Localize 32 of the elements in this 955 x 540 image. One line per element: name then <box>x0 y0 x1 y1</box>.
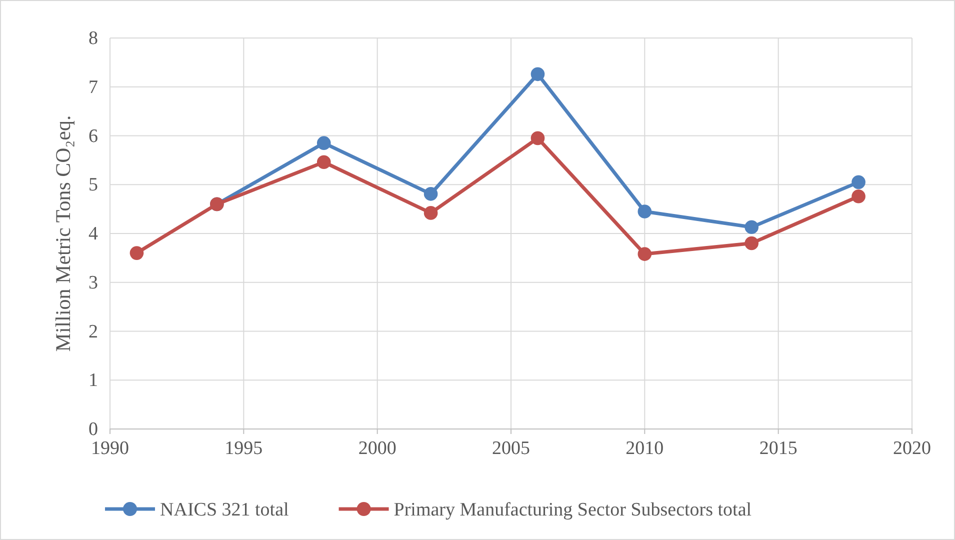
x-tick-label: 1995 <box>224 438 263 460</box>
y-tick-label: 1 <box>88 370 98 392</box>
point <box>316 136 331 150</box>
legend-label: Primary Manufacturing Sector Subsectors total <box>394 500 752 521</box>
y-axis-title: Million Metric Tons CO₂eq. <box>51 115 75 352</box>
y-tick-label: 0 <box>88 419 98 440</box>
x-tick-label: 2010 <box>626 438 664 460</box>
x-tick-label: 2020 <box>893 438 931 460</box>
point <box>638 204 652 218</box>
point <box>316 155 331 170</box>
point <box>424 187 438 201</box>
x-tick-label: 2005 <box>492 438 530 460</box>
y-tick-label: 5 <box>88 174 98 196</box>
y-tick-label: 6 <box>88 126 98 147</box>
x-tick-label: 1990 <box>91 438 129 460</box>
point <box>424 206 438 220</box>
y-tick-label: 8 <box>88 28 98 50</box>
point <box>852 175 866 190</box>
point <box>638 247 652 261</box>
point <box>530 67 545 82</box>
y-tick-label: 7 <box>88 76 98 98</box>
point <box>130 246 144 260</box>
point <box>744 236 759 250</box>
point <box>530 131 545 146</box>
x-tick-label: 2000 <box>358 438 396 460</box>
legend-label: NAICS 321 total <box>160 500 289 521</box>
point <box>852 189 866 204</box>
x-tick-label: 2015 <box>759 438 798 460</box>
y-tick-label: 4 <box>88 224 98 245</box>
y-tick-label: 3 <box>88 272 98 294</box>
point <box>744 220 759 234</box>
y-tick-label: 2 <box>88 321 98 342</box>
